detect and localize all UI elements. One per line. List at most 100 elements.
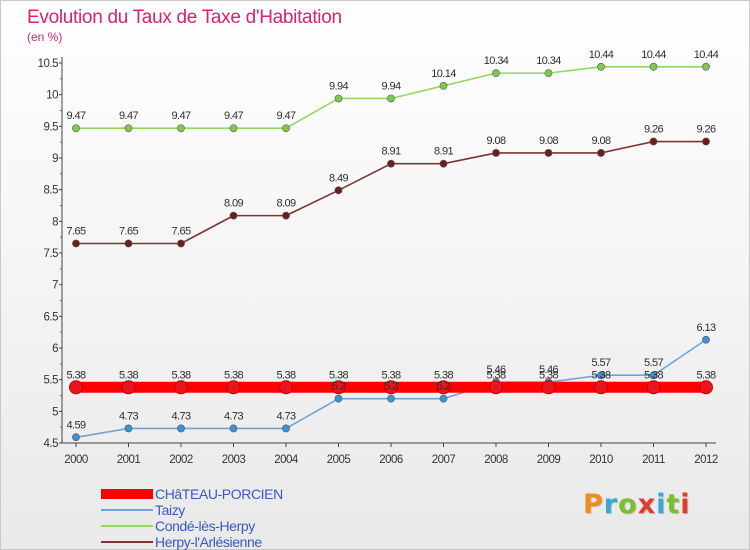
data-point (594, 380, 608, 395)
data-point (702, 137, 710, 146)
x-tick-label: 2005 (327, 454, 351, 466)
data-label: 5.38 (434, 369, 453, 381)
data-label: 10.34 (484, 55, 509, 67)
y-tick-label: 6.5 (44, 311, 59, 323)
data-label: 5.38 (591, 369, 610, 381)
data-point (121, 380, 136, 395)
data-point (229, 124, 238, 133)
series-layer (69, 62, 713, 442)
data-label: 10.44 (694, 49, 719, 61)
x-tick-label: 2007 (432, 454, 456, 466)
brand-letter: i (680, 489, 691, 520)
data-label: 5.57 (591, 357, 610, 369)
y-tick-label: 8 (52, 216, 58, 228)
data-point (334, 94, 343, 103)
legend-swatch (101, 525, 153, 527)
data-label: 9.94 (329, 80, 348, 92)
data-label: 9.08 (486, 135, 505, 147)
data-label: 5.38 (171, 369, 190, 381)
data-point (649, 62, 658, 71)
x-tick-label: 2012 (694, 454, 718, 466)
data-label: 4.73 (171, 410, 190, 422)
data-point (124, 424, 133, 433)
data-point (649, 137, 658, 146)
data-label-layer: 5.38 5.38 5.38 5.38 5.38 5.38 5.38 5.38 5.38 5.38… (66, 49, 719, 431)
data-point (229, 424, 238, 433)
data-label: 8.91 (381, 146, 400, 158)
data-label: 5.38 (696, 369, 715, 381)
y-tick-label: 8.5 (44, 185, 59, 197)
data-label: 10.44 (589, 49, 614, 61)
chart-axes: 4.5 5 5.5 6 6.5 7 7.5 8 8.5 9 9.5 10 10.5 2000 2001 200… (38, 57, 718, 466)
chart-unit-label: (en %) (27, 30, 63, 44)
data-label: 8.49 (329, 172, 348, 184)
legend-swatch (101, 489, 153, 499)
data-point (649, 371, 658, 380)
data-label: 7.65 (119, 226, 138, 238)
data-point (124, 124, 133, 133)
data-label: 5.38 (119, 369, 138, 381)
data-point (489, 380, 503, 395)
data-point (177, 124, 185, 133)
brand-logo: Proxiti (583, 489, 691, 520)
data-point (541, 380, 556, 395)
data-label: 6.13 (696, 322, 715, 334)
data-point (384, 380, 398, 395)
data-point (439, 394, 448, 403)
data-label: 5.46 (539, 364, 558, 376)
data-point (436, 380, 451, 395)
data-point (387, 159, 395, 168)
x-tick-label: 2003 (222, 454, 246, 466)
x-tick-label: 2000 (64, 454, 88, 466)
data-label: 5.38 (644, 369, 663, 381)
y-tick-label: 5 (52, 406, 58, 418)
data-point (69, 380, 83, 395)
data-point (439, 81, 448, 90)
data-point (72, 239, 80, 248)
x-tick-label: 2002 (169, 454, 193, 466)
x-tick-label: 2001 (117, 454, 141, 466)
data-point (334, 186, 343, 195)
data-label: 10.14 (431, 68, 456, 80)
data-label: 7.65 (171, 226, 190, 238)
data-label: 5.38 (224, 369, 243, 381)
brand-letter: t (666, 489, 681, 520)
data-point (282, 424, 290, 433)
x-tick-label: 2010 (589, 454, 613, 466)
legend-label: CHâTEAU-PORCIEN (155, 486, 283, 502)
brand-letter: x (637, 489, 657, 520)
y-tick-label: 7 (52, 280, 58, 292)
data-label: 5.38 (66, 369, 85, 381)
data-point (174, 380, 188, 395)
y-tick-label: 9 (52, 153, 58, 165)
data-point (72, 124, 80, 133)
data-label: 10.34 (536, 55, 561, 67)
data-label: 9.47 (171, 110, 190, 122)
y-tick-label: 10 (46, 90, 58, 102)
data-point (331, 380, 346, 395)
data-point (229, 211, 238, 220)
data-label: 10.44 (641, 49, 666, 61)
legend-label: Condé-lès-Herpy (155, 518, 255, 534)
data-label: 9.26 (696, 124, 715, 136)
data-point (492, 149, 500, 157)
data-point (492, 69, 500, 78)
data-point (597, 149, 605, 157)
data-point (387, 94, 395, 103)
data-point (597, 62, 605, 71)
data-point (387, 394, 395, 403)
data-label: 4.73 (276, 410, 295, 422)
x-tick-label: 2006 (379, 454, 403, 466)
data-label: 5.57 (644, 357, 663, 369)
data-label: 5.2 (332, 381, 346, 393)
data-label: 8.09 (224, 198, 243, 210)
x-tick-label: 2004 (274, 454, 299, 466)
data-label: 7.65 (66, 226, 85, 238)
legend-label: Herpy-l'Arlésienne (155, 534, 262, 550)
data-point (177, 239, 185, 248)
data-label: 9.47 (119, 110, 138, 122)
data-label: 9.94 (381, 80, 400, 92)
data-point (597, 371, 605, 380)
data-point (702, 62, 710, 71)
